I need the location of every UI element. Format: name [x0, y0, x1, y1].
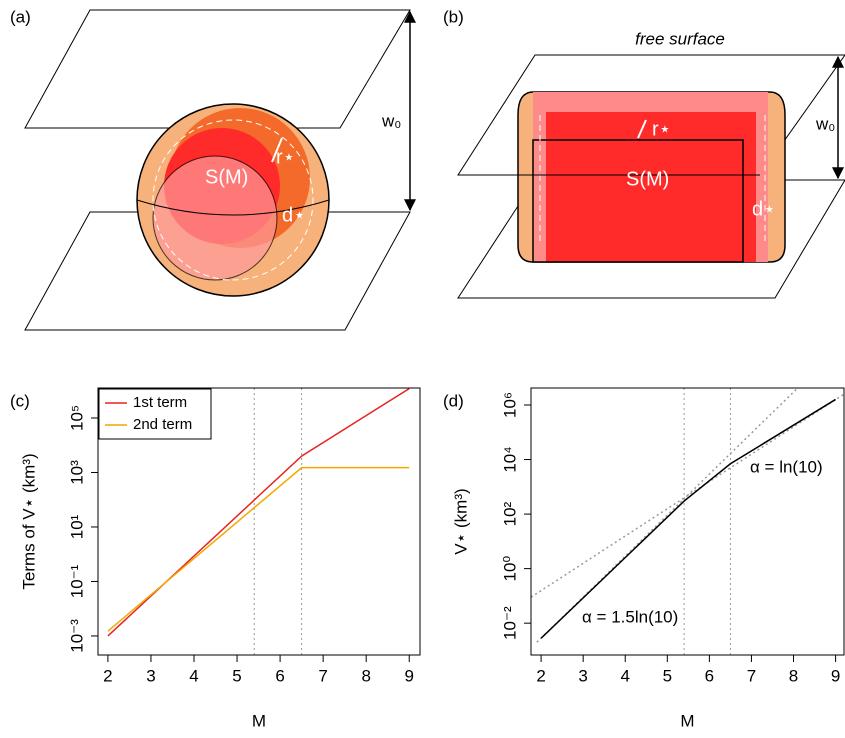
x-tick-label: 9: [405, 666, 414, 685]
source-label: S(M): [626, 168, 669, 190]
depth-label: d⋆: [282, 204, 306, 226]
x-tick-label: 4: [189, 666, 198, 685]
x-tick-label: 5: [663, 666, 672, 685]
plot-frame: [531, 388, 844, 655]
x-tick-label: 7: [747, 666, 756, 685]
reference-label: α = ln(10): [750, 457, 823, 476]
y-tick-label: 10³: [67, 460, 86, 485]
x-tick-label: 8: [361, 666, 370, 685]
panel-label: (d): [443, 391, 464, 410]
x-tick-label: 7: [318, 666, 327, 685]
x-tick-label: 8: [789, 666, 798, 685]
series-line: [108, 468, 409, 631]
height-label: w₀: [381, 111, 401, 130]
panel-label: (b): [443, 7, 464, 26]
plot-area: [531, 388, 844, 655]
height-label: w₀: [815, 114, 835, 133]
diagram-b: (b) free surface w₀ S(M) r⋆ d⋆: [443, 7, 845, 298]
x-tick-label: 6: [705, 666, 714, 685]
legend-label: 2nd term: [133, 416, 192, 433]
y-tick-label: 10⁻²: [500, 606, 519, 640]
source-label: S(M): [205, 166, 248, 188]
x-tick-label: 5: [232, 666, 241, 685]
panel-label: (a): [10, 7, 31, 26]
x-tick-label: 4: [621, 666, 630, 685]
reference-label: α = 1.5ln(10): [582, 607, 678, 626]
x-tick-label: 9: [831, 666, 840, 685]
reference-line: [531, 394, 844, 597]
depth-label: d⋆: [752, 198, 776, 220]
legend-label: 1st term: [133, 394, 187, 411]
y-tick-label: 10⁰: [500, 556, 519, 582]
y-tick-label: 10⁶: [500, 392, 519, 418]
y-tick-label: 10⁵: [67, 405, 86, 431]
caption: free surface: [635, 29, 725, 48]
y-axis-label: V⋆ (km³): [451, 488, 470, 554]
panel-label: (c): [10, 391, 30, 410]
y-tick-label: 10²: [500, 501, 519, 526]
y-tick-label: 10⁻¹: [67, 564, 86, 598]
radius-label: r⋆: [276, 146, 295, 168]
figure: (a) w₀ S(M) r⋆ d⋆ (b) free surface w₀ S(…: [0, 0, 845, 738]
series-line: [541, 399, 835, 638]
y-axis-label: Terms of V⋆ (km³): [19, 453, 38, 589]
x-tick-label: 3: [146, 666, 155, 685]
y-tick-label: 10⁴: [500, 446, 519, 472]
x-tick-label: 2: [536, 666, 545, 685]
x-tick-label: 6: [275, 666, 284, 685]
radius-label: r⋆: [652, 118, 671, 140]
diagram-a: (a) w₀ S(M) r⋆ d⋆: [10, 7, 410, 330]
x-axis-label: M: [252, 711, 266, 730]
x-axis-label: M: [680, 711, 694, 730]
y-tick-label: 10⁻³: [67, 619, 86, 653]
x-tick-label: 3: [578, 666, 587, 685]
x-tick-label: 2: [103, 666, 112, 685]
y-tick-label: 10¹: [67, 514, 86, 539]
